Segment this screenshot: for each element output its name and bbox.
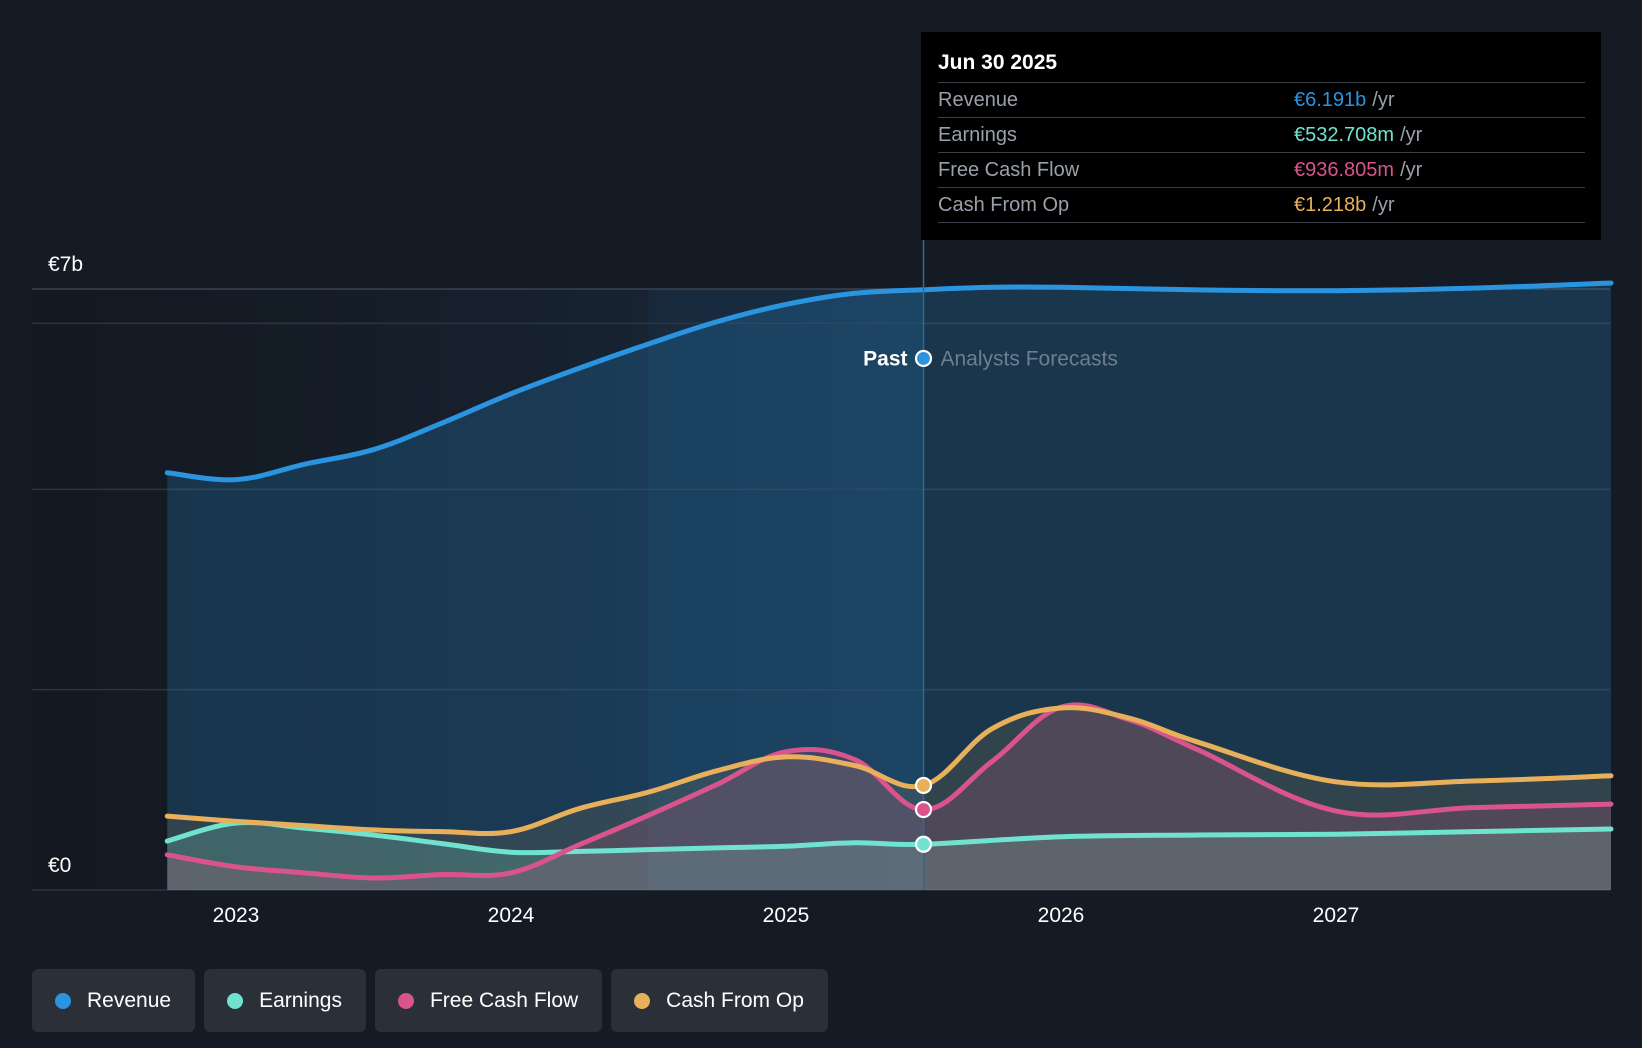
area-revenue	[167, 282, 1611, 890]
marker-revenue	[914, 349, 933, 368]
chart-legend: Revenue Earnings Free Cash Flow Cash Fro…	[32, 969, 828, 1032]
tooltip-value: €6.191b	[1294, 89, 1367, 111]
legend-item-cash-from-op[interactable]: Cash From Op	[611, 969, 828, 1032]
x-tick-label: 2027	[1313, 904, 1360, 927]
tooltip-unit: /yr	[1372, 89, 1395, 111]
line-free-cash-flow	[164, 702, 1614, 881]
legend-label: Cash From Op	[666, 988, 804, 1012]
legend-item-earnings[interactable]: Earnings	[204, 969, 366, 1032]
y-tick-label-bottom: €0	[48, 854, 71, 877]
analysts-forecasts-label: Analysts Forecasts	[941, 347, 1118, 370]
tooltip-label: Cash From Op	[938, 194, 1070, 216]
series-lines	[164, 280, 1614, 881]
x-tick-label: 2024	[488, 904, 535, 927]
x-tick-label: 2026	[1038, 904, 1085, 927]
tooltip-unit: /yr	[1400, 159, 1423, 181]
tooltip-row-cash-from-op: Cash From Op €1.218b /yr	[938, 188, 1585, 223]
marker-free-cash-flow	[914, 800, 933, 819]
area-cash-from-op	[167, 707, 1611, 890]
series-markers	[914, 349, 933, 853]
legend-dot-icon	[397, 992, 414, 1009]
tooltip-unit: /yr	[1372, 194, 1395, 216]
legend-label: Earnings	[259, 988, 342, 1012]
x-tick-label: 2023	[213, 904, 260, 927]
tooltip-value: €1.218b	[1294, 194, 1367, 216]
legend-item-free-cash-flow[interactable]: Free Cash Flow	[374, 969, 603, 1032]
y-tick-label-top: €7b	[48, 253, 83, 276]
legend-label: Revenue	[87, 988, 172, 1012]
series-areas	[167, 282, 1611, 890]
tooltip-value: €532.708m	[1294, 124, 1395, 146]
tooltip-row-revenue: Revenue €6.191b /yr	[938, 83, 1585, 118]
tooltip-row-free-cash-flow: Free Cash Flow €936.805m /yr	[938, 153, 1585, 188]
tooltip-value: €936.805m	[1294, 159, 1395, 181]
axis-labels: 2023 2024 2025 2026 2027 €7b €0	[48, 253, 1359, 927]
tooltip-row-earnings: Earnings €532.708m /yr	[938, 118, 1585, 153]
area-earnings	[167, 822, 1611, 890]
line-earnings	[164, 819, 1614, 856]
tooltip-label: Earnings	[938, 124, 1017, 146]
tooltip-unit: /yr	[1400, 124, 1423, 146]
marker-cash-from-op	[914, 776, 933, 795]
past-highlight-band	[648, 289, 924, 890]
marker-earnings	[914, 835, 933, 853]
area-free-cash-flow	[167, 704, 1611, 890]
past-label: Past	[863, 347, 907, 370]
x-tick-label: 2025	[763, 904, 810, 927]
data-tooltip: Jun 30 2025 Revenue €6.191b /yr Earnings…	[921, 32, 1601, 240]
tooltip-date: Jun 30 2025	[938, 46, 1585, 83]
legend-item-revenue[interactable]: Revenue	[32, 969, 196, 1032]
legend-dot-icon	[227, 992, 244, 1009]
legend-dot-icon	[55, 992, 71, 1009]
line-revenue	[164, 280, 1614, 483]
line-cash-from-op	[164, 705, 1614, 837]
tooltip-label: Free Cash Flow	[938, 159, 1080, 181]
legend-dot-icon	[634, 992, 651, 1009]
tooltip-label: Revenue	[938, 89, 1019, 111]
legend-label: Free Cash Flow	[429, 988, 579, 1012]
